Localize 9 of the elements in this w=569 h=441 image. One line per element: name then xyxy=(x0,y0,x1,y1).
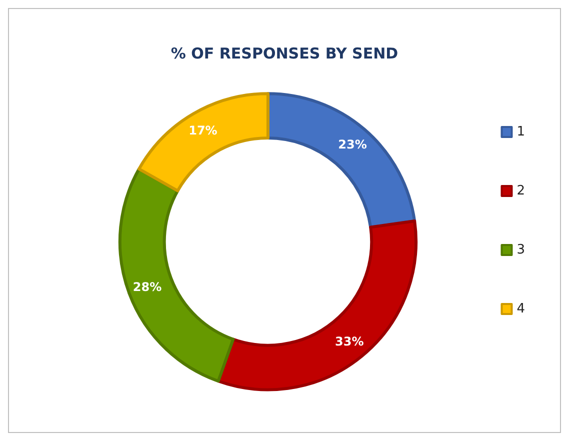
legend-label: 4 xyxy=(516,302,526,316)
legend-label: 1 xyxy=(516,124,526,140)
legend-label: 2 xyxy=(516,184,526,198)
data-label: 28% xyxy=(132,280,162,294)
data-label: 17% xyxy=(188,123,218,138)
chart-title: % OF RESPONSES BY SEND xyxy=(170,44,398,62)
legend-label: 3 xyxy=(516,242,526,258)
data-label: 33% xyxy=(335,334,364,348)
data-label: 23% xyxy=(338,137,367,152)
